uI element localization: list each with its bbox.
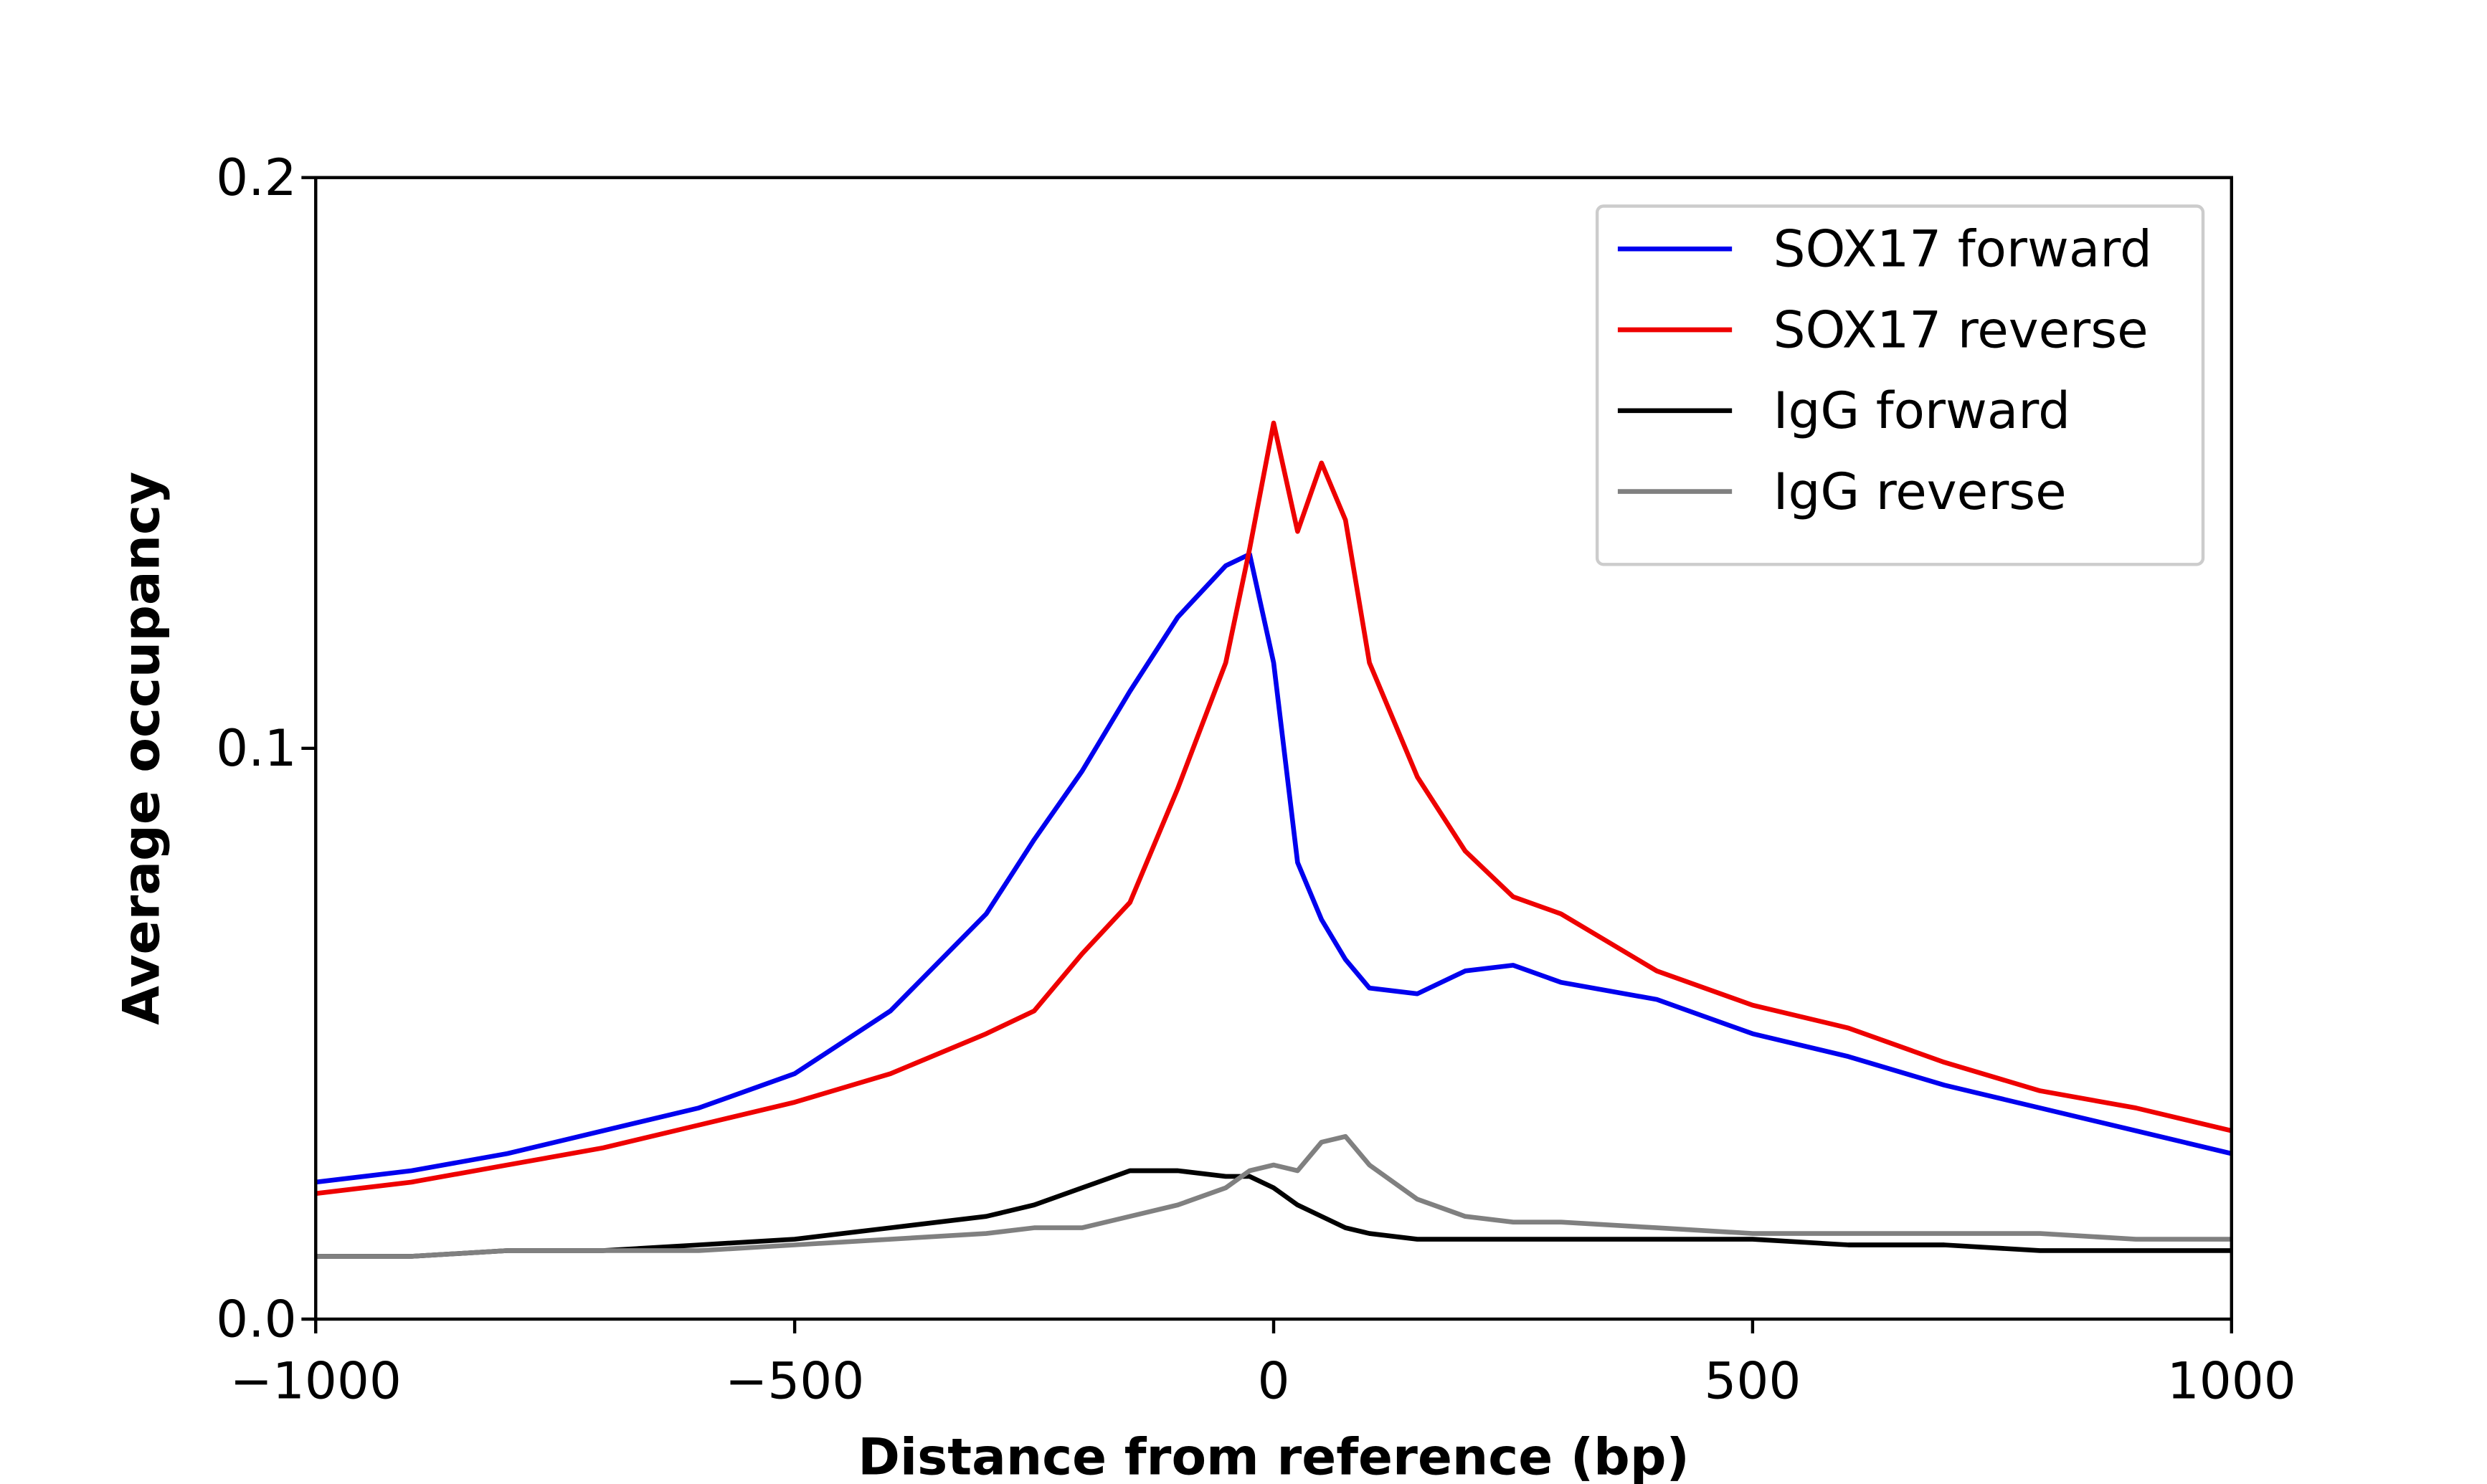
plot-frame: [314, 176, 2234, 1321]
legend-label: IgG forward: [1773, 381, 2070, 440]
legend-label: SOX17 reverse: [1773, 300, 2149, 359]
y-tick-label: 0.2: [216, 148, 297, 207]
x-axis-label: Distance from reference (bp): [858, 1427, 1690, 1484]
x-tick-label: 500: [1704, 1351, 1801, 1411]
legend-label: IgG reverse: [1773, 462, 2067, 521]
x-tick-label: 1000: [2167, 1351, 2296, 1411]
data-line: [316, 551, 2232, 1185]
y-tick-label: 0.1: [216, 718, 297, 778]
legend-box: [1595, 204, 2205, 566]
data-line: [316, 1133, 2232, 1259]
data-line: [316, 1168, 2232, 1259]
data-line: [316, 420, 2232, 1197]
x-tick-label: −1000: [230, 1351, 402, 1411]
x-tick-label: −500: [725, 1351, 864, 1411]
legend-label: SOX17 forward: [1773, 219, 2152, 279]
y-axis-label: Average occupancy: [111, 472, 171, 1025]
y-tick-label: 0.0: [216, 1289, 297, 1349]
x-tick-label: 0: [1258, 1351, 1290, 1411]
